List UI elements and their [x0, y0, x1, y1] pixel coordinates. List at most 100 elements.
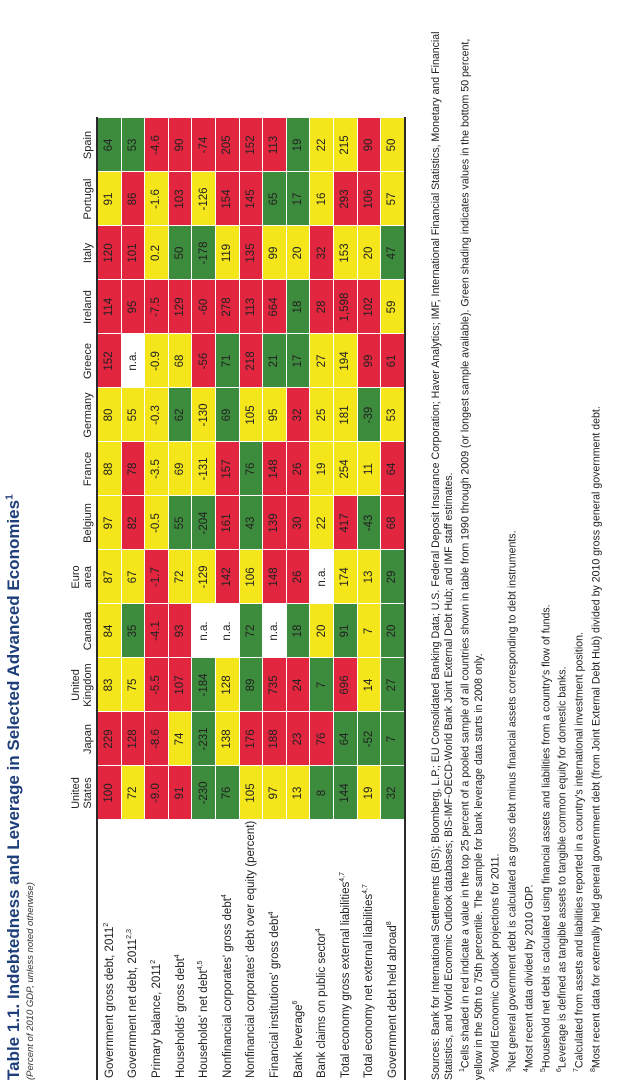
- column-header-line: France: [82, 451, 94, 487]
- column-header: Spain: [34, 118, 97, 172]
- data-cell: 417: [333, 496, 358, 550]
- data-cell: 65: [262, 172, 287, 226]
- row-label: Nonfinancial corporates' gross debt4: [220, 894, 234, 1078]
- data-cell: 27: [380, 658, 405, 712]
- data-cell: 153: [333, 226, 358, 280]
- data-cell: 22: [309, 118, 334, 172]
- data-cell: 78: [121, 442, 145, 496]
- data-cell: 71: [215, 334, 240, 388]
- data-cell: -4.1: [144, 604, 169, 658]
- data-cell: 69: [215, 388, 240, 442]
- column-header: Euro area: [34, 550, 97, 604]
- data-cell: 28: [309, 280, 334, 334]
- data-cell: -0.9: [144, 334, 169, 388]
- data-cell: 218: [239, 334, 263, 388]
- data-cell: n.a.: [121, 334, 145, 388]
- corner-header: [34, 820, 97, 1080]
- data-cell: -9.0: [144, 766, 169, 820]
- data-cell: -56: [191, 334, 216, 388]
- data-cell: 26: [286, 442, 310, 496]
- data-cell: 57: [380, 172, 405, 226]
- data-cell: 113: [239, 280, 263, 334]
- footnote-4: 4Most recent data divided by 2010 GDP.: [522, 884, 536, 1072]
- data-cell: -43: [357, 496, 381, 550]
- data-cell: 53: [121, 118, 145, 172]
- data-cell: 135: [239, 226, 263, 280]
- table-row: Total economy gross external liabilities…: [333, 118, 358, 1080]
- column-header-line: Japan: [82, 724, 94, 754]
- data-cell: 64: [380, 442, 405, 496]
- data-cell: 68: [168, 334, 192, 388]
- data-cell: 148: [262, 442, 287, 496]
- data-cell: 8: [309, 766, 334, 820]
- data-cell: 18: [286, 280, 310, 334]
- data-cell: 62: [168, 388, 192, 442]
- data-cell: 278: [215, 280, 240, 334]
- data-cell: 84: [97, 604, 122, 658]
- row-label: Bank claims on public sector4: [315, 928, 329, 1078]
- data-cell: 30: [286, 496, 310, 550]
- data-cell: -4.6: [144, 118, 169, 172]
- data-cell: -129: [191, 550, 216, 604]
- data-cell: 20: [357, 226, 381, 280]
- column-header-line: Portugal: [82, 178, 94, 220]
- data-cell: 72: [121, 766, 145, 820]
- data-cell: 128: [121, 712, 145, 766]
- column-header: Canada: [34, 604, 97, 658]
- row-label: Households' net debt4,5: [197, 960, 211, 1078]
- data-cell: -74: [191, 118, 216, 172]
- data-cell: -3.5: [144, 442, 169, 496]
- data-cell: 107: [168, 658, 192, 712]
- data-cell: 20: [286, 226, 310, 280]
- data-cell: 91: [168, 766, 192, 820]
- data-cell: 99: [262, 226, 287, 280]
- row-label: Primary balance, 20112: [150, 959, 163, 1078]
- data-cell: 47: [380, 226, 405, 280]
- data-cell: 139: [262, 496, 287, 550]
- data-cell: 129: [168, 280, 192, 334]
- data-cell: 174: [333, 550, 358, 604]
- footnote-1: 1Cells shaded in red indicate a value in…: [459, 38, 486, 1080]
- data-cell: 142: [215, 550, 240, 604]
- data-cell: 119: [215, 226, 240, 280]
- data-cell: 152: [97, 334, 122, 388]
- footnote-5: 5Household net debt is calculated using …: [539, 604, 553, 1072]
- data-cell: n.a.: [262, 604, 287, 658]
- data-cell: 13: [286, 766, 310, 820]
- data-cell: 17: [286, 334, 310, 388]
- data-cell: 205: [215, 118, 240, 172]
- table-row: Financial institutions' gross debt4 97 188…: [262, 118, 287, 1080]
- data-cell: 64: [97, 118, 122, 172]
- data-cell: 95: [121, 280, 145, 334]
- column-header-line: Canada: [82, 611, 94, 651]
- data-cell: 152: [239, 118, 263, 172]
- data-cell: 89: [239, 658, 263, 712]
- data-cell: 99: [357, 334, 381, 388]
- data-cell: 76: [215, 766, 240, 820]
- column-header-line: Germany: [82, 392, 94, 438]
- data-cell: 138: [215, 712, 240, 766]
- table-row: Bank leverage6 13 23 24 18 26 30 26 32 17 18 20 17 19: [286, 118, 310, 1080]
- data-cell: 27: [309, 334, 334, 388]
- data-cell: 88: [97, 442, 122, 496]
- data-cell: 254: [333, 442, 358, 496]
- data-cell: 16: [309, 172, 334, 226]
- data-cell: 20: [309, 604, 334, 658]
- data-cell: 86: [121, 172, 145, 226]
- data-cell: 105: [239, 766, 263, 820]
- data-cell: -0.3: [144, 388, 169, 442]
- data-cell: 72: [168, 550, 192, 604]
- data-cell: 93: [168, 604, 192, 658]
- data-cell: 11: [357, 442, 381, 496]
- column-header: Belgium: [34, 496, 97, 550]
- data-cell: 82: [121, 496, 145, 550]
- column-header-line: Belgium: [82, 503, 94, 543]
- data-cell: 97: [262, 766, 287, 820]
- footnote-8: 8Most recent data for externally held ge…: [589, 406, 603, 1072]
- column-header: Ireland: [34, 280, 97, 334]
- data-cell: -0.5: [144, 496, 169, 550]
- indebtedness-table: United States Japan United Kingdom Canada Euro…: [34, 118, 406, 1080]
- table-row: Nonfinancial corporates' debt over equit…: [239, 118, 263, 1080]
- data-cell: 32: [380, 766, 405, 820]
- data-cell: 43: [239, 496, 263, 550]
